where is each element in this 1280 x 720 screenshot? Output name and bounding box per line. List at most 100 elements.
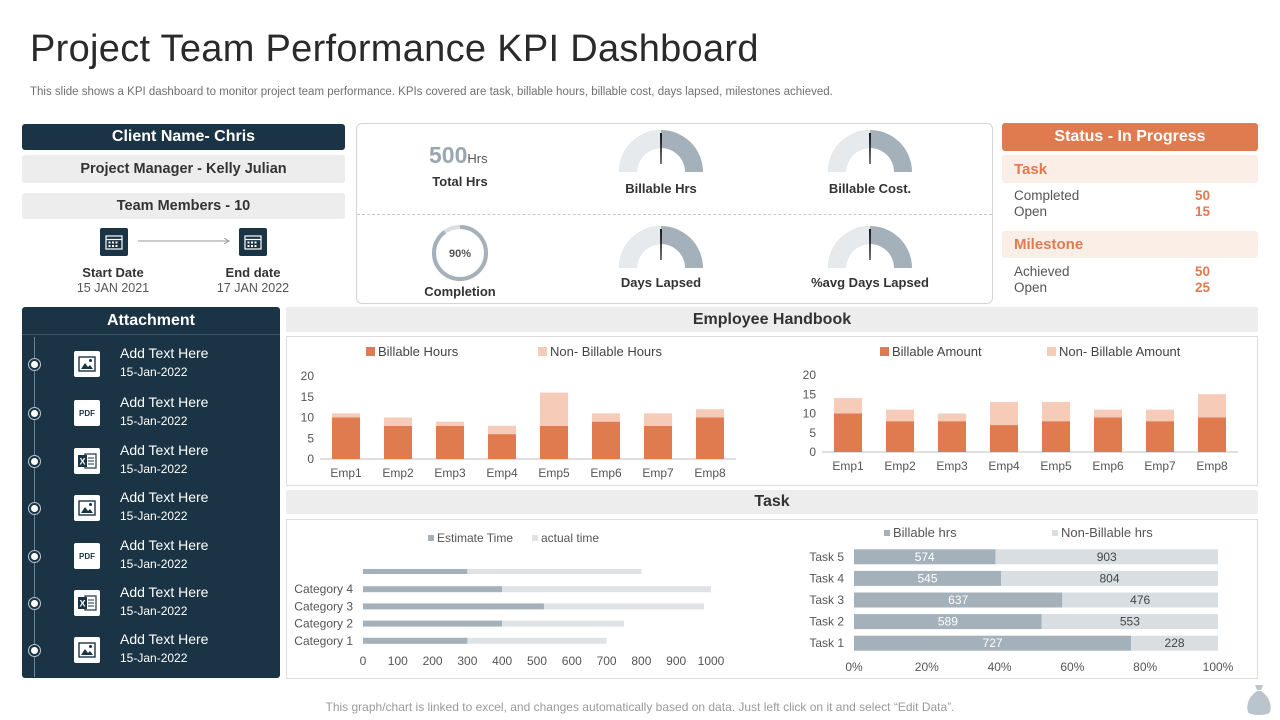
milestone-heading: Milestone	[1002, 231, 1258, 258]
total-hours-value: 500Hrs	[429, 142, 488, 169]
avg-days-lapsed-gauge	[828, 226, 912, 268]
bar-non-billable	[487, 425, 517, 435]
image-icon	[74, 495, 100, 521]
bar-billable	[1093, 417, 1123, 452]
bar-billable	[1197, 417, 1227, 452]
start-calendar-icon	[100, 228, 128, 256]
y-tick-label: 10	[301, 411, 315, 425]
bar-billable	[885, 421, 915, 452]
bar-non-billable	[833, 398, 863, 414]
employee-charts-frame	[286, 336, 1258, 486]
kpi-divider	[357, 214, 992, 215]
task-completed-value: 50	[1195, 188, 1211, 203]
y-tick-label: 0	[809, 445, 816, 459]
money-bag-icon	[1247, 685, 1271, 715]
attachment-item[interactable]: X Add Text Here 15-Jan-2022	[22, 584, 280, 624]
x-tick-label: 800	[631, 654, 651, 668]
data-label: 804	[1100, 571, 1120, 585]
data-label: 228	[1165, 636, 1185, 650]
bar-actual-time	[502, 586, 711, 593]
task-open-value: 15	[1195, 204, 1211, 219]
x-tick-label: Emp4	[988, 459, 1020, 473]
status-banner: Status - In Progress	[1002, 123, 1258, 151]
bar-non-billable	[1093, 409, 1123, 418]
attachment-title-text: Add Text Here	[120, 537, 209, 553]
milestone-achieved-label: Achieved	[1014, 264, 1070, 279]
data-label: 637	[948, 593, 968, 607]
y-tick-label: 10	[803, 407, 817, 421]
y-tick-label: 15	[301, 390, 315, 404]
footer-note: This graph/chart is linked to excel, and…	[325, 700, 955, 714]
legend-swatch	[884, 530, 890, 536]
attachment-item[interactable]: Add Text Here 15-Jan-2022	[22, 631, 280, 671]
bar-non-billable	[539, 392, 569, 426]
completion-value: 90%	[449, 248, 471, 260]
legend-label: Non- Billable Hours	[550, 344, 662, 359]
bar-billable	[695, 417, 725, 459]
completion-ring: 90%	[432, 225, 488, 281]
attachment-date: 15-Jan-2022	[120, 604, 188, 618]
attachment-title: Attachment	[22, 307, 280, 335]
y-tick-label: 5	[307, 431, 314, 445]
x-tick-label: 300	[457, 654, 477, 668]
total-hours-number: 500	[429, 142, 468, 168]
y-tick-label: Task 2	[809, 615, 844, 629]
y-tick-label: 20	[301, 369, 315, 383]
attachment-date: 15-Jan-2022	[120, 651, 188, 665]
x-tick-label: Emp8	[1196, 459, 1228, 473]
attachment-item[interactable]: PDF Add Text Here 15-Jan-2022	[22, 394, 280, 434]
attachment-item[interactable]: PDF Add Text Here 15-Jan-2022	[22, 537, 280, 577]
attachment-date: 15-Jan-2022	[120, 462, 188, 476]
attachment-item[interactable]: Add Text Here 15-Jan-2022	[22, 489, 280, 529]
excel-icon: X	[74, 448, 100, 474]
bar-non-billable	[591, 413, 621, 422]
start-date: Start Date 15 JAN 2021	[63, 265, 163, 295]
start-date-label: Start Date	[82, 265, 144, 280]
svg-text:X: X	[79, 599, 85, 609]
bar-estimate-time	[363, 586, 503, 593]
bar-non-billable	[885, 409, 915, 422]
task-open-label: Open	[1014, 204, 1048, 219]
end-date-value: 17 JAN 2022	[216, 281, 290, 295]
total-hours-label: Total Hrs	[432, 174, 488, 189]
y-tick-label: Category 1	[294, 634, 353, 648]
bar-estimate-time	[363, 569, 468, 574]
bar-non-billable	[1197, 394, 1227, 418]
x-tick-label: 700	[597, 654, 617, 668]
attachment-title-text: Add Text Here	[120, 584, 209, 600]
y-tick-label: Task 4	[809, 571, 844, 585]
attachment-date: 15-Jan-2022	[120, 365, 188, 379]
attachment-item[interactable]: X Add Text Here 15-Jan-2022	[22, 442, 280, 482]
page-subtitle: This slide shows a KPI dashboard to moni…	[30, 86, 833, 98]
legend-label: Non-Billable hrs	[1061, 525, 1153, 540]
task-completed-label: Completed	[1014, 188, 1080, 203]
attachment-item[interactable]: Add Text Here 15-Jan-2022	[22, 345, 280, 385]
image-icon	[74, 351, 100, 377]
x-tick-label: Emp1	[330, 466, 362, 480]
bar-billable-hrs	[854, 614, 1042, 630]
bar-billable	[383, 425, 413, 459]
team-members-label: Team Members - 10	[22, 193, 345, 219]
date-range-arrow	[138, 237, 230, 245]
legend-swatch	[366, 347, 375, 356]
bar-billable-hrs	[854, 549, 996, 565]
y-tick-label: 0	[307, 452, 314, 466]
page-title: Project Team Performance KPI Dashboard	[30, 28, 759, 70]
x-tick-label: Emp2	[382, 466, 414, 480]
kpi-panel: 500Hrs Total Hrs 90% Completion Billable…	[356, 123, 993, 304]
x-tick-label: 60%	[1060, 660, 1084, 674]
bar-billable	[1041, 421, 1071, 452]
billable-hrs-gauge	[619, 130, 703, 172]
excel-icon: X	[74, 590, 100, 616]
y-tick-label: Task 1	[809, 636, 844, 650]
x-tick-label: Emp7	[642, 466, 674, 480]
x-tick-label: Emp4	[486, 466, 518, 480]
y-tick-label: Category 4	[294, 582, 353, 596]
x-tick-label: Emp5	[538, 466, 570, 480]
legend-swatch	[1052, 530, 1058, 536]
x-tick-label: 200	[423, 654, 443, 668]
legend-swatch	[538, 347, 547, 356]
bar-non-billable	[1041, 401, 1071, 422]
project-manager-label: Project Manager - Kelly Julian	[22, 155, 345, 183]
y-tick-label: Category 3	[294, 599, 353, 613]
